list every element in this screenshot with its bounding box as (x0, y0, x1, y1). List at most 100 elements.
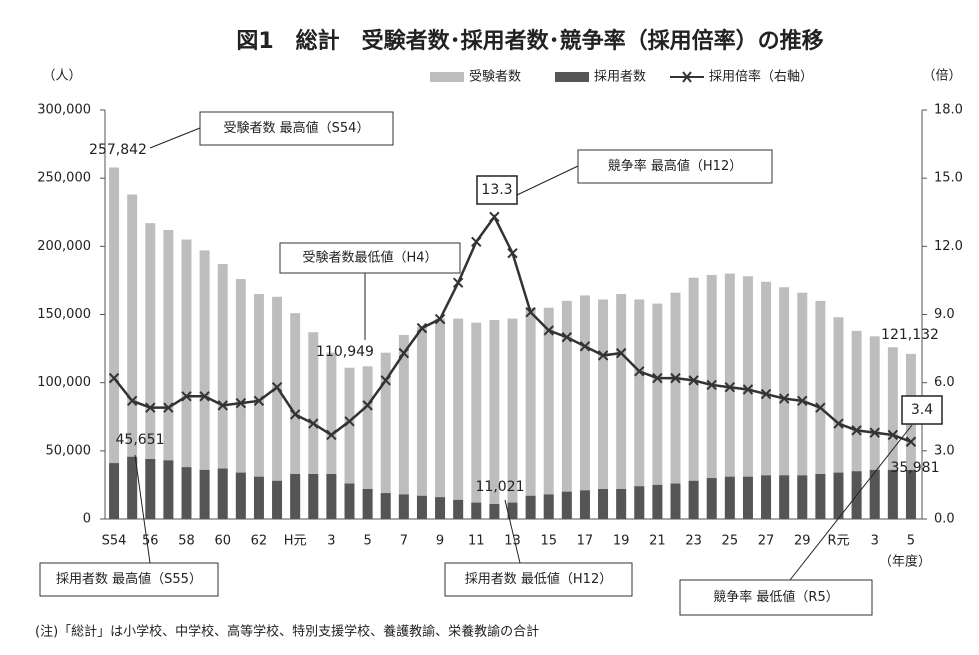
data-label: 121,132 (881, 327, 939, 343)
bar (435, 318, 446, 519)
bar (905, 469, 916, 519)
x-tick-label: 5 (363, 534, 371, 549)
data-label: 45,651 (116, 432, 165, 448)
bar (199, 469, 210, 519)
ratio-marker (688, 375, 699, 386)
x-tick-label: 29 (794, 534, 811, 549)
bar (688, 480, 699, 519)
x-tick-label: 27 (758, 534, 775, 549)
ratio-marker (869, 427, 880, 438)
bar (742, 276, 753, 519)
bar (308, 474, 319, 519)
data-label: 3.4 (911, 402, 933, 418)
y-tick-label: 50,000 (46, 443, 92, 458)
x-tick-label: 3 (871, 534, 879, 549)
legend-marker (682, 71, 692, 83)
data-label: 11,021 (476, 479, 525, 495)
bar (163, 460, 174, 519)
bar (869, 469, 880, 519)
y2-tick-label: 0.0 (934, 512, 955, 527)
ratio-marker (615, 347, 627, 359)
label-box (901, 395, 943, 425)
x-tick-label: H元 (284, 534, 307, 549)
bar (797, 292, 808, 519)
ratio-marker (489, 211, 500, 223)
ratio-marker (905, 436, 917, 447)
legend-swatch (555, 72, 589, 82)
bar (127, 194, 138, 519)
bar (489, 319, 500, 519)
bar (579, 490, 590, 519)
bar (724, 476, 735, 519)
bar (670, 483, 681, 519)
bar (779, 287, 790, 519)
bar (616, 489, 627, 519)
bar (779, 475, 790, 519)
ratio-marker (561, 332, 573, 343)
y-unit: （人） (42, 69, 81, 84)
bar (290, 313, 301, 519)
ratio-marker (887, 429, 899, 441)
bar (815, 300, 826, 519)
x-tick-label: 21 (649, 534, 666, 549)
y-tick-label: 0 (83, 512, 91, 527)
ratio-marker (742, 384, 754, 395)
callout-box (199, 111, 394, 146)
bar (905, 353, 916, 519)
ratio-marker (199, 391, 210, 402)
bar (598, 489, 609, 519)
bar (344, 367, 355, 519)
callout-box (679, 579, 873, 616)
ratio-marker (362, 400, 373, 411)
bar (616, 294, 627, 519)
ratio-marker (634, 366, 645, 377)
chart-title: 図1 総計 受験者数･採用者数･競争率（採用倍率）の推移 (236, 28, 823, 54)
x-tick-label: R元 (827, 534, 849, 549)
ratio-marker (579, 341, 591, 352)
x-tick-label: 9 (436, 534, 444, 549)
annotation: 採用者数 最高値（S55） (56, 571, 202, 587)
bar (127, 456, 138, 519)
bar (634, 486, 645, 519)
ratio-marker (833, 418, 844, 429)
callout-line (504, 499, 521, 564)
bar (761, 281, 772, 519)
y2-tick-label: 9.0 (934, 307, 955, 322)
ratio-marker (778, 393, 790, 404)
bar (145, 459, 156, 519)
ratio-marker (398, 347, 410, 359)
legend-label: 採用者数 (594, 70, 646, 85)
ratio-marker (652, 372, 663, 384)
bar (525, 495, 536, 519)
y2-unit: （倍） (922, 69, 961, 84)
bar (489, 503, 500, 519)
bar (561, 300, 572, 519)
data-label: 257,842 (89, 142, 147, 158)
bar (797, 475, 808, 519)
y-tick-label: 200,000 (37, 239, 91, 254)
ratio-marker (416, 322, 428, 334)
ratio-marker (253, 395, 265, 407)
callout-box (577, 149, 773, 184)
x-tick-label: 3 (327, 534, 335, 549)
callout-line (134, 454, 151, 564)
y-tick-label: 150,000 (37, 307, 91, 322)
x-tick-label: 62 (251, 534, 268, 549)
bar (652, 303, 663, 519)
bar (887, 469, 898, 519)
bar (217, 468, 228, 519)
y2-tick-label: 6.0 (934, 375, 955, 390)
bar (507, 502, 518, 519)
x-tick-label: 11 (468, 534, 485, 549)
bar (435, 497, 446, 519)
ratio-marker (289, 409, 301, 420)
bar (471, 322, 482, 519)
bar (543, 307, 554, 519)
bar (380, 352, 391, 519)
bar (109, 463, 120, 519)
bar (507, 318, 518, 519)
x-tick-label: 23 (685, 534, 702, 549)
ratio-marker (706, 379, 717, 391)
bar (833, 472, 844, 519)
